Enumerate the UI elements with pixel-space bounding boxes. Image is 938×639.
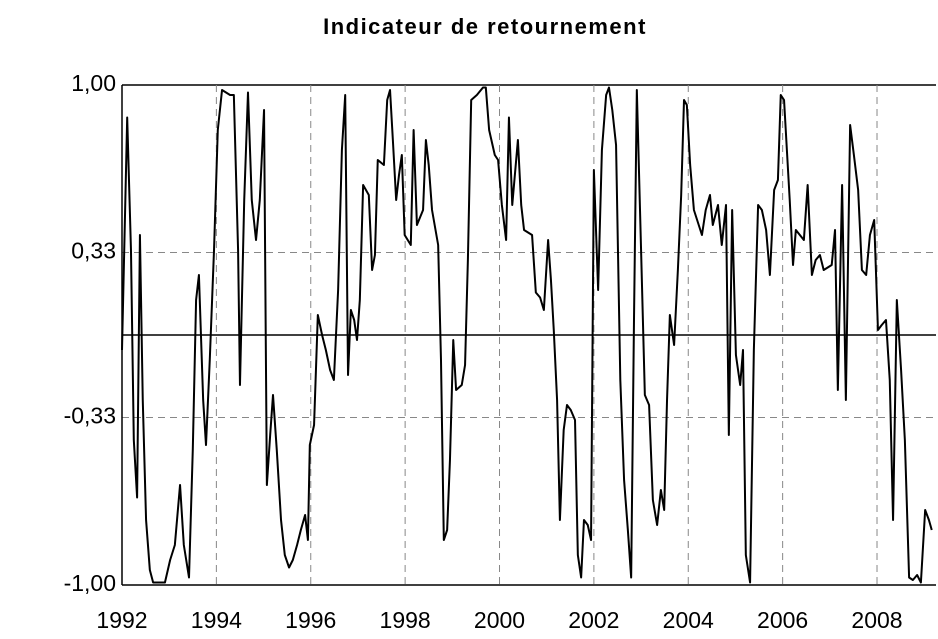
x-tick-label: 2004 <box>663 607 714 633</box>
x-tick-label: 1996 <box>285 607 336 633</box>
x-tick-label: 2000 <box>474 607 525 633</box>
x-tick-label: 1998 <box>380 607 431 633</box>
x-tick-label: 2002 <box>568 607 619 633</box>
x-tick-label: 2006 <box>757 607 808 633</box>
y-tick-label: -1,00 <box>64 570 116 596</box>
y-tick-label: 1,00 <box>71 70 116 96</box>
y-tick-label: -0,33 <box>64 403 116 429</box>
x-tick-label: 2008 <box>851 607 902 633</box>
data-line <box>121 86 933 584</box>
x-tick-label: 1994 <box>191 607 242 633</box>
x-tick-label: 1992 <box>96 607 147 633</box>
chart-title: Indicateur de retournement <box>323 14 647 39</box>
y-tick-label: 0,33 <box>71 238 116 264</box>
